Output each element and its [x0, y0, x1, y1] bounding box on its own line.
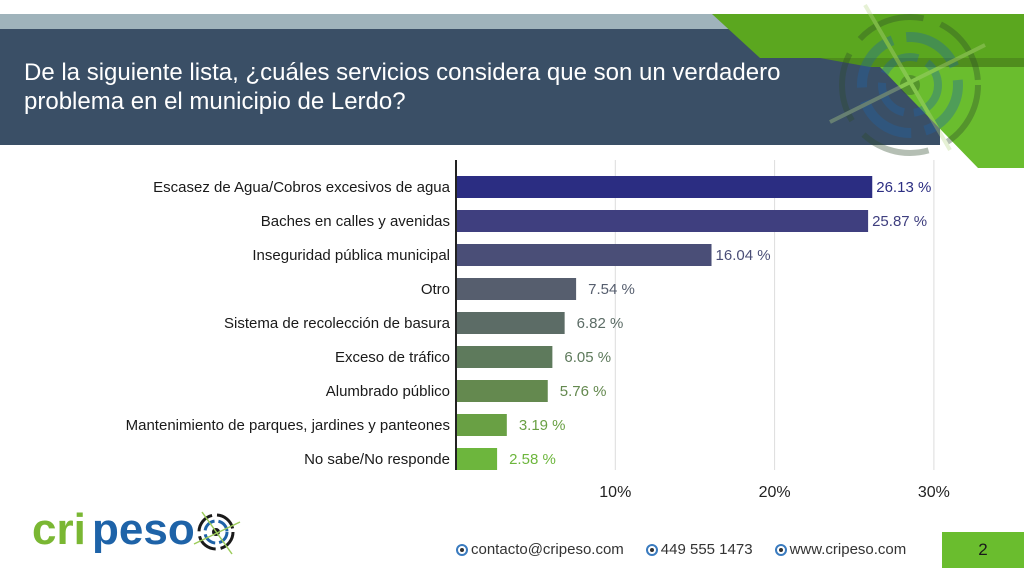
bar [456, 448, 498, 470]
x-tick-label: 20% [759, 484, 791, 501]
bar [456, 278, 577, 300]
footer-email[interactable]: contacto@cripeso.com [456, 541, 624, 558]
value-label: 2.58 % [509, 451, 556, 468]
phone-icon [645, 543, 658, 556]
contact-footer: contacto@cripeso.com 449 555 1473 www.cr… [456, 541, 928, 558]
page-number: 2 [942, 532, 1024, 568]
phone-text[interactable]: 449 555 1473 [660, 541, 753, 558]
category-label: Escasez de Agua/Cobros excesivos de agua [153, 179, 451, 196]
bar [456, 346, 553, 368]
slide-title: De la siguiente lista, ¿cuáles servicios… [24, 59, 781, 115]
watermark-target-icon [829, 3, 986, 156]
logo-text-green: cri [32, 505, 86, 554]
value-label: 26.13 % [876, 179, 931, 196]
category-label: Otro [421, 281, 450, 298]
value-label: 16.04 % [716, 247, 771, 264]
value-label: 6.05 % [564, 349, 611, 366]
header-decoration [0, 3, 1024, 168]
category-label: No sabe/No responde [304, 451, 450, 468]
email-icon [456, 543, 468, 556]
green-ribbon-bottom [880, 67, 1024, 168]
bar [456, 380, 548, 402]
footer-phone[interactable]: 449 555 1473 [645, 541, 753, 558]
bar [456, 312, 565, 334]
category-label: Exceso de tráfico [335, 349, 450, 366]
category-label: Sistema de recolección de basura [224, 315, 451, 332]
value-label: 7.54 % [588, 281, 635, 298]
category-label: Inseguridad pública municipal [252, 247, 450, 264]
green-ribbon-top [712, 14, 1024, 58]
value-label: 6.82 % [577, 315, 624, 332]
value-label: 25.87 % [872, 213, 927, 230]
category-label: Baches en calles y avenidas [261, 213, 450, 230]
bar-chart: Escasez de Agua/Cobros excesivos de agua… [126, 160, 950, 501]
bar [456, 244, 712, 266]
bar [456, 176, 873, 198]
green-ribbon-dark [880, 58, 1024, 67]
bar [456, 210, 869, 232]
globe-icon [774, 543, 787, 556]
website-text[interactable]: www.cripeso.com [789, 541, 907, 558]
value-label: 3.19 % [519, 417, 566, 434]
x-tick-label: 30% [918, 484, 950, 501]
cripeso-logo: cri peso [32, 505, 241, 555]
logo-target-icon [193, 511, 241, 555]
x-tick-label: 10% [599, 484, 631, 501]
value-label: 5.76 % [560, 383, 607, 400]
category-label: Mantenimiento de parques, jardines y pan… [126, 417, 450, 434]
category-label: Alumbrado público [326, 383, 450, 400]
logo-text-blue: peso [92, 505, 195, 554]
email-text[interactable]: contacto@cripeso.com [471, 541, 624, 558]
bar [456, 414, 507, 436]
footer-website[interactable]: www.cripeso.com [774, 541, 907, 558]
